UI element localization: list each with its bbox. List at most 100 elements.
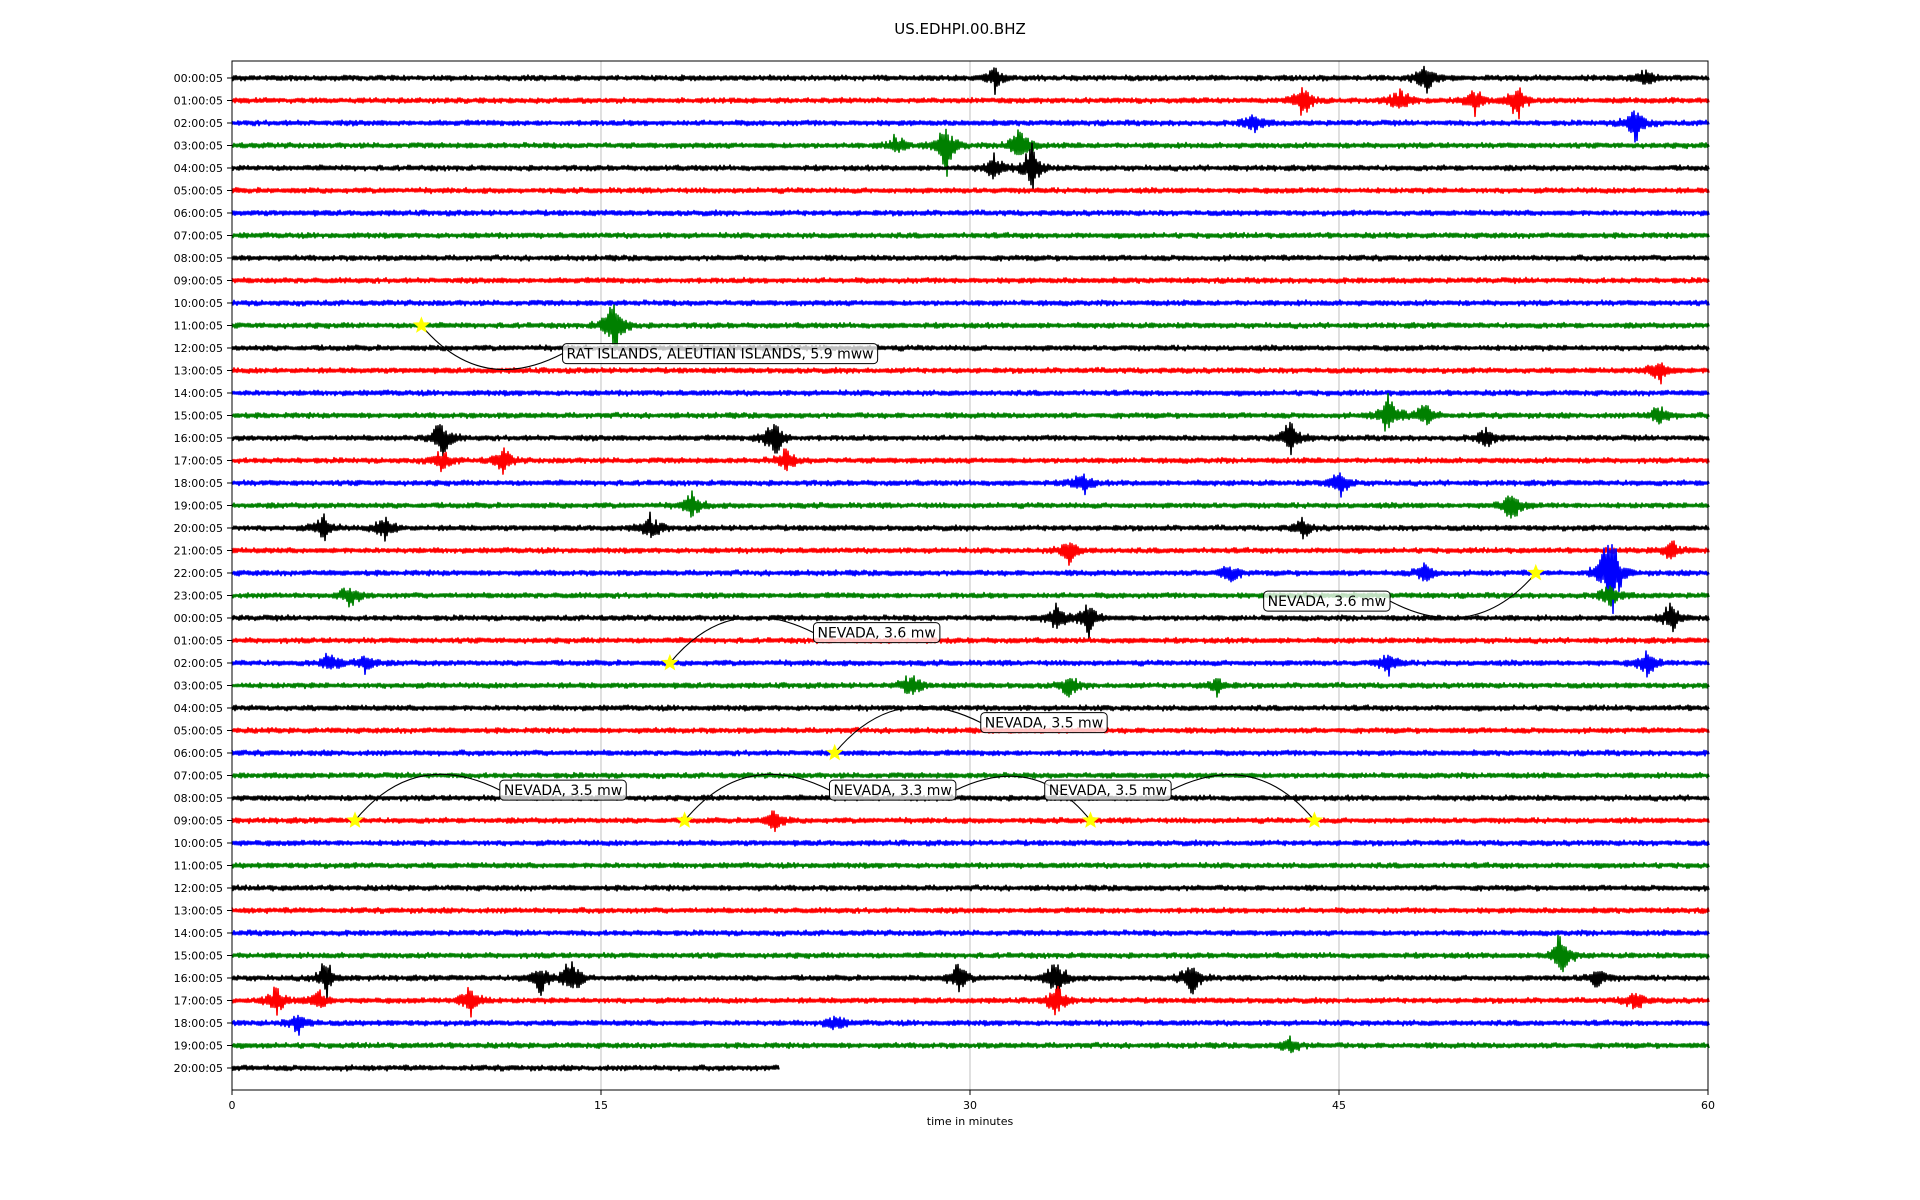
y-tick-label: 04:00:05 [174, 702, 223, 715]
trace-row-9 [231, 276, 1710, 285]
trace-row-6 [231, 209, 1710, 217]
y-tick-label: 18:00:05 [174, 477, 223, 490]
trace-row-12 [231, 344, 1710, 352]
y-tick-label: 05:00:05 [174, 185, 223, 198]
event-star-6 [1081, 811, 1100, 828]
y-tick-label: 06:00:05 [174, 207, 223, 220]
trace-row-31 [231, 771, 1710, 780]
y-tick-label: 03:00:05 [174, 680, 223, 693]
event-star-2 [661, 653, 679, 671]
trace-row-0 [231, 65, 1710, 95]
event-label-5: NEVADA, 3.3 mw [833, 783, 951, 799]
event-connector-6 [955, 775, 1091, 821]
trace-row-42 [231, 1014, 1710, 1036]
y-tick-label: 02:00:05 [174, 657, 223, 670]
chart-title: US.EDHPI.00.BHZ [894, 20, 1026, 38]
event-label-box-1 [1263, 590, 1391, 612]
event-star-0 [412, 316, 431, 333]
event-label-0: RAT ISLANDS, ALEUTIAN ISLANDS, 5.9 mww [567, 347, 874, 363]
y-tick-label: 11:00:05 [174, 860, 223, 873]
y-tick-label: 23:00:05 [174, 590, 223, 603]
trace-row-17 [231, 447, 1710, 475]
event-label-box-0 [562, 343, 879, 365]
event-connector-1 [1389, 572, 1537, 619]
trace-row-27 [231, 675, 1710, 698]
trace-row-14 [231, 389, 1710, 397]
trace-row-34 [231, 839, 1710, 847]
event-label-box-2 [812, 622, 941, 644]
event-star-1 [1527, 563, 1545, 581]
y-tick-label: 17:00:05 [174, 455, 223, 468]
trace-row-29 [231, 726, 1710, 735]
y-tick-label: 00:00:05 [174, 612, 223, 625]
seismic-traces [231, 65, 1710, 1072]
trace-row-15 [231, 392, 1710, 432]
y-tick-label: 15:00:05 [174, 410, 223, 423]
y-tick-label: 16:00:05 [174, 972, 223, 985]
trace-row-23 [231, 585, 1710, 608]
trace-row-22 [231, 544, 1710, 615]
y-tick-label: 22:00:05 [174, 567, 223, 580]
event-connector-0 [420, 325, 563, 371]
trace-row-11 [231, 304, 1710, 349]
y-tick-label: 20:00:05 [174, 1062, 223, 1075]
y-tick-label: 02:00:05 [174, 117, 223, 130]
event-connector-3 [834, 706, 982, 754]
trace-row-40 [231, 961, 1710, 1000]
y-tick-label: 12:00:05 [174, 342, 223, 355]
event-label-3: NEVADA, 3.5 mw [985, 716, 1103, 732]
event-label-7: NEVADA, 3.5 mw [1049, 783, 1167, 799]
trace-row-5 [231, 186, 1710, 195]
trace-row-39 [231, 934, 1710, 973]
event-connector-7 [1170, 774, 1315, 821]
y-tick-label: 06:00:05 [174, 747, 223, 760]
trace-row-43 [231, 1035, 1710, 1054]
trace-row-8 [231, 254, 1710, 262]
event-label-box-4 [499, 779, 627, 801]
y-tick-label: 15:00:05 [174, 950, 223, 963]
event-connector-4 [354, 773, 501, 821]
event-connector-2 [669, 616, 814, 664]
event-star-3 [826, 743, 844, 761]
axes: time in minutes 0 15 30 45 60 00:00:05 01:00:0… [174, 72, 1715, 1128]
trace-row-18 [231, 472, 1710, 498]
y-tick-label: 07:00:05 [174, 770, 223, 783]
trace-row-19 [231, 490, 1710, 519]
trace-row-28 [231, 704, 1710, 712]
y-tick-label: 16:00:05 [174, 432, 223, 445]
x-tick-label-60: 60 [1701, 1099, 1715, 1112]
trace-row-26 [231, 650, 1710, 678]
y-tick-label: 04:00:05 [174, 162, 223, 175]
y-tick-label: 01:00:05 [174, 635, 223, 648]
trace-row-41 [231, 985, 1710, 1018]
event-label-box-3 [980, 712, 1108, 734]
y-tick-label: 08:00:05 [174, 792, 223, 805]
x-tick-label-45: 45 [1332, 1099, 1346, 1112]
y-tick-label: 10:00:05 [174, 297, 223, 310]
event-annotations: RAT ISLANDS, ALEUTIAN ISLANDS, 5.9 mww NE… [346, 316, 1545, 828]
trace-row-25 [231, 636, 1710, 645]
trace-row-13 [231, 362, 1710, 385]
y-tick-label: 09:00:05 [174, 275, 223, 288]
event-label-2: NEVADA, 3.6 mw [817, 626, 935, 642]
y-tick-label: 05:00:05 [174, 725, 223, 738]
trace-row-24 [231, 602, 1710, 641]
trace-row-10 [231, 299, 1710, 307]
y-tick-label: 18:00:05 [174, 1017, 223, 1030]
x-tick-label-30: 30 [963, 1099, 977, 1112]
y-tick-label: 03:00:05 [174, 140, 223, 153]
y-tick-label: 19:00:05 [174, 1040, 223, 1053]
trace-row-16 [231, 421, 1710, 457]
y-tick-label: 10:00:05 [174, 837, 223, 850]
y-tick-label: 11:00:05 [174, 320, 223, 333]
trace-row-37 [231, 906, 1710, 915]
y-tick-label: 17:00:05 [174, 995, 223, 1008]
y-tick-label: 09:00:05 [174, 815, 223, 828]
y-tick-label: 13:00:05 [174, 365, 223, 378]
trace-row-32 [231, 794, 1710, 802]
y-tick-label: 19:00:05 [174, 500, 223, 513]
x-tick-label-0: 0 [229, 1099, 236, 1112]
y-tick-label: 07:00:05 [174, 230, 223, 243]
event-label-4: NEVADA, 3.5 mw [504, 783, 622, 799]
